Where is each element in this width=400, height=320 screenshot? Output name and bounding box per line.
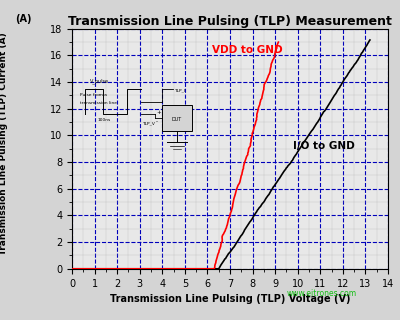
- X-axis label: Transmission Line Pulsing (TLP) Voltage (V): Transmission Line Pulsing (TLP) Voltage …: [110, 294, 350, 304]
- Text: www.eitrones.com: www.eitrones.com: [287, 289, 357, 298]
- Text: VDD to GND: VDD to GND: [212, 45, 282, 55]
- Title: Transmission Line Pulsing (TLP) Measurement: Transmission Line Pulsing (TLP) Measurem…: [68, 15, 392, 28]
- Text: I/O to GND: I/O to GND: [293, 141, 355, 151]
- Text: Transmission Line Pulsing (TLP) Current (A): Transmission Line Pulsing (TLP) Current …: [0, 33, 8, 255]
- Text: (A): (A): [15, 14, 31, 24]
